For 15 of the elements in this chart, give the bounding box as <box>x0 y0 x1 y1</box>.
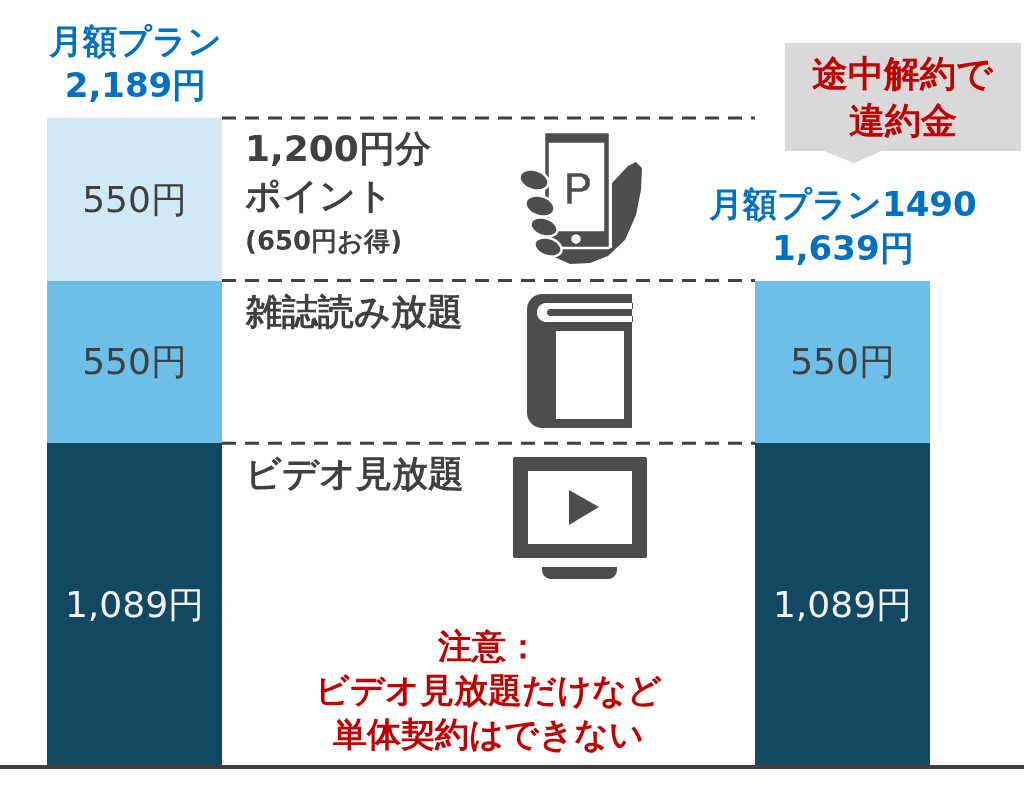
x-tick-label: 月額プラン <box>48 21 222 61</box>
data-label: 550円 <box>82 178 187 220</box>
data-label: 1,089円 <box>64 583 205 625</box>
data-label: 550円 <box>82 341 187 383</box>
data-label: 1,089円 <box>772 583 913 625</box>
total-label: 2,189円 <box>64 65 207 106</box>
x-tick-label: 月額プラン1490 <box>708 184 977 224</box>
data-label: 550円 <box>790 341 895 383</box>
annotation: (650円お得) <box>245 226 403 256</box>
series-label: 雑誌読み放題 <box>245 291 463 332</box>
series-label: 1,200円分ポイント <box>245 128 431 216</box>
annotation: 注意：ビデオ見放題だけなど単体契約はできない <box>315 626 662 755</box>
annotation: 途中解約で違約金 <box>812 53 994 141</box>
total-label: 1,639円 <box>772 228 914 269</box>
series-label: ビデオ見放題 <box>245 453 464 494</box>
